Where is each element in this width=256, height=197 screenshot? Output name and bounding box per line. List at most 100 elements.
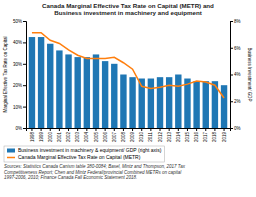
tick-mark [150,128,151,131]
tick-label: 4% [234,72,241,77]
tick-label: 2008 [121,132,126,143]
legend-label: Business investment in machinery & equip… [18,147,162,153]
tick-mark [160,128,161,131]
title: Canada Marginal Effective Tax Rate on Ca… [42,2,214,16]
tick-mark [114,128,115,131]
annotation-line: Competitiveness Report; Chen and Mintz F… [4,170,182,175]
tick-label: 2004 [84,132,89,143]
bar-series [29,37,228,128]
tick-label: 2003 [75,132,80,143]
tick-mark [23,128,26,129]
chart: Canada Marginal Effective Tax Rate on Ca… [0,0,256,197]
tick: 50% [13,19,26,24]
tick-mark [141,128,142,131]
tick: 2016 [194,128,199,142]
tick: 2013 [167,128,172,142]
bar [56,50,62,128]
tick-mark [23,21,26,22]
tick: 2015 [185,128,190,142]
bar [65,54,71,128]
annotation: Sources: Statistics Canada Canism table … [4,164,186,180]
tick-mark [196,128,197,131]
tick: 2012 [158,128,163,142]
tick: 2017 [203,128,208,142]
tick: 2011 [148,128,153,142]
tick-mark [68,128,69,131]
legend-frame [4,146,164,162]
tick-mark [230,48,233,49]
axis-line [27,129,231,132]
tick: 30% [13,62,26,67]
bar [184,79,190,128]
tick: 2000 [48,128,53,142]
tick: 4% [230,72,241,77]
bar [157,77,163,128]
tick-label: 2013 [167,132,172,143]
bar [84,57,90,128]
bar [129,77,135,128]
tick-mark [41,128,42,131]
tick-mark [230,101,233,102]
tick-label: 2019 [222,132,227,143]
tick-label: 50% [13,19,22,24]
bar [120,75,126,129]
tick-mark [224,128,225,131]
bar [203,81,209,128]
bar [102,61,108,128]
tick: 2018 [212,128,217,142]
annotation-line: 1997-2006, 2010; Finance Canada Fall Eco… [4,175,137,180]
tick-mark [86,128,87,131]
bar [193,81,199,128]
tick-label: 6% [234,46,241,51]
tick-label: 2006 [103,132,108,143]
tick: 2005 [94,128,99,142]
tick-label: 2010 [139,132,144,143]
bar [38,37,44,128]
x-axis: 1998199920002001200220032004200520062007… [27,128,231,142]
tick: 2001 [57,128,62,142]
tick-label: 2014 [176,132,181,143]
legend-swatch [7,157,15,159]
tick: 2004 [84,128,89,142]
bar [29,37,35,128]
tick-label: 2018 [212,132,217,143]
tick: 20% [13,83,26,88]
tick-label: 10% [13,105,22,110]
tick-mark [169,128,170,131]
tick-label: 2001 [57,132,62,143]
tick-mark [230,21,233,22]
tick-label: 2016 [194,132,199,143]
title-line: Business investment in machinery and equ… [54,9,202,16]
tick: 0% [15,126,26,131]
tick-label: 2000 [48,132,53,143]
tick-mark [214,128,215,131]
tick: 2003 [75,128,80,142]
y-axis: 0%10%20%30%40%50% [13,19,27,131]
tick-mark [23,85,26,86]
tick-mark [59,128,60,131]
axis-line [23,22,27,129]
y-axis-title: Marginal Effective Tax Rate on Capital [3,36,8,112]
tick-label: 30% [13,62,22,67]
line [32,33,224,98]
tick-mark [187,128,188,131]
tick-label: 1998 [30,132,35,143]
tick-mark [50,128,51,131]
y2-axis: 0%2%4%6%8% [230,19,241,131]
tick: 1998 [30,128,35,142]
tick-label: 1999 [39,132,44,143]
legend-swatch [7,149,15,153]
annotation-line: Sources: Statistics Canada Canism table … [4,164,186,169]
tick-label: 8% [234,19,241,24]
tick-mark [132,128,133,131]
tick: 2010 [139,128,144,142]
tick-mark [31,128,32,131]
axis-line [231,22,234,129]
tick: 8% [230,19,241,24]
tick: 1999 [39,128,44,142]
tick: 2008 [121,128,126,142]
tick-mark [23,107,26,108]
bar [47,44,53,128]
tick: 2002 [66,128,71,142]
tick-label: 20% [13,83,22,88]
